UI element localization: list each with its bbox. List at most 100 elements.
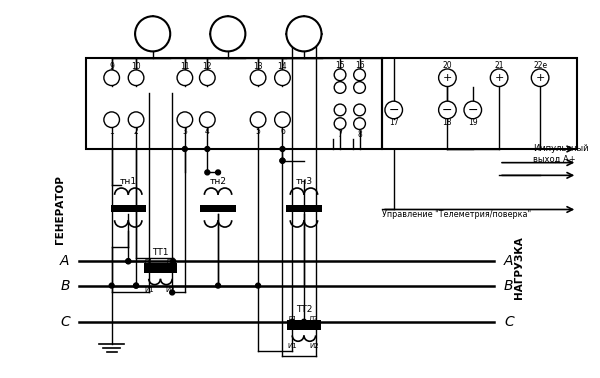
Text: И1: И1 [144, 287, 154, 293]
Circle shape [126, 259, 131, 264]
Circle shape [354, 118, 365, 130]
Text: 10: 10 [131, 62, 141, 71]
Text: тн3: тн3 [295, 177, 313, 186]
Circle shape [135, 16, 170, 51]
Text: 17: 17 [389, 118, 398, 127]
Circle shape [275, 70, 290, 85]
Circle shape [128, 112, 144, 127]
Text: B: B [60, 279, 70, 293]
Text: C: C [504, 315, 514, 329]
Circle shape [490, 69, 508, 87]
Circle shape [170, 290, 175, 295]
Text: И1: И1 [287, 343, 297, 349]
Text: 20: 20 [443, 60, 452, 70]
Circle shape [280, 147, 285, 152]
Text: A: A [60, 254, 70, 268]
Text: 13: 13 [253, 62, 263, 71]
Text: C: C [60, 315, 70, 329]
Circle shape [109, 283, 114, 288]
Text: −: − [442, 104, 452, 116]
Text: 6: 6 [280, 127, 285, 136]
Circle shape [439, 101, 456, 119]
Text: +: + [535, 73, 545, 83]
Circle shape [280, 158, 285, 163]
Bar [382, 58, 577, 149]
Text: Л1: Л1 [287, 316, 297, 322]
Circle shape [256, 283, 260, 288]
Circle shape [182, 147, 187, 152]
Text: ТТ1: ТТ1 [152, 248, 169, 257]
Text: 12: 12 [203, 62, 212, 71]
Text: +: + [443, 73, 452, 83]
Text: 3: 3 [182, 127, 187, 136]
Circle shape [104, 112, 119, 127]
Circle shape [134, 283, 139, 288]
Circle shape [215, 170, 220, 175]
Text: 8: 8 [357, 130, 362, 139]
Circle shape [205, 147, 210, 152]
Text: Л2: Л2 [166, 259, 175, 265]
Text: И2: И2 [309, 343, 319, 349]
Bar [110, 204, 146, 212]
Text: Л1: Л1 [144, 259, 154, 265]
Circle shape [128, 70, 144, 85]
Text: 18: 18 [443, 118, 452, 127]
Text: ГЕНЕРАТОР: ГЕНЕРАТОР [55, 175, 65, 244]
Circle shape [286, 16, 322, 51]
Circle shape [334, 118, 346, 130]
Circle shape [354, 69, 365, 81]
Circle shape [104, 70, 119, 85]
Text: A: A [504, 254, 514, 268]
Text: 16: 16 [355, 60, 364, 70]
Text: 1: 1 [109, 127, 114, 136]
Text: 19: 19 [468, 118, 478, 127]
Text: 15: 15 [335, 60, 345, 70]
Circle shape [250, 112, 266, 127]
Circle shape [334, 69, 346, 81]
Circle shape [280, 158, 285, 163]
Text: Импульсный
выход А+: Импульсный выход А+ [533, 144, 589, 164]
Text: 2: 2 [134, 127, 139, 136]
Text: +: + [494, 73, 504, 83]
Text: 21: 21 [494, 60, 504, 70]
Text: 5: 5 [256, 127, 260, 136]
Circle shape [334, 82, 346, 93]
Text: 9: 9 [109, 62, 114, 71]
Circle shape [301, 319, 307, 324]
Text: 14: 14 [278, 62, 287, 71]
Circle shape [177, 70, 193, 85]
Bar [86, 58, 382, 149]
Circle shape [171, 259, 176, 264]
Circle shape [464, 101, 482, 119]
Text: 7: 7 [338, 130, 343, 139]
Circle shape [354, 82, 365, 93]
Text: НАГРУЗКА: НАГРУЗКА [514, 237, 524, 299]
Text: B: B [504, 279, 514, 293]
Bar [200, 204, 236, 212]
Text: Л2: Л2 [309, 316, 319, 322]
Text: −: − [467, 104, 478, 116]
Circle shape [290, 319, 295, 324]
Bar [287, 320, 320, 330]
Text: И2: И2 [166, 287, 175, 293]
Bar [144, 263, 177, 273]
Circle shape [177, 112, 193, 127]
Text: тн2: тн2 [209, 177, 227, 186]
Circle shape [275, 112, 290, 127]
Circle shape [200, 70, 215, 85]
Text: 4: 4 [205, 127, 210, 136]
Circle shape [205, 170, 210, 175]
Circle shape [200, 112, 215, 127]
Bar [286, 204, 322, 212]
Text: Управление "Телеметрия/поверка": Управление "Телеметрия/поверка" [382, 210, 531, 219]
Circle shape [334, 104, 346, 116]
Text: 11: 11 [180, 62, 190, 71]
Circle shape [532, 69, 549, 87]
Circle shape [134, 283, 139, 288]
Circle shape [250, 70, 266, 85]
Text: ТТ2: ТТ2 [296, 305, 312, 313]
Circle shape [210, 16, 245, 51]
Circle shape [385, 101, 403, 119]
Text: тн1: тн1 [120, 177, 137, 186]
Text: 22е: 22е [533, 60, 547, 70]
